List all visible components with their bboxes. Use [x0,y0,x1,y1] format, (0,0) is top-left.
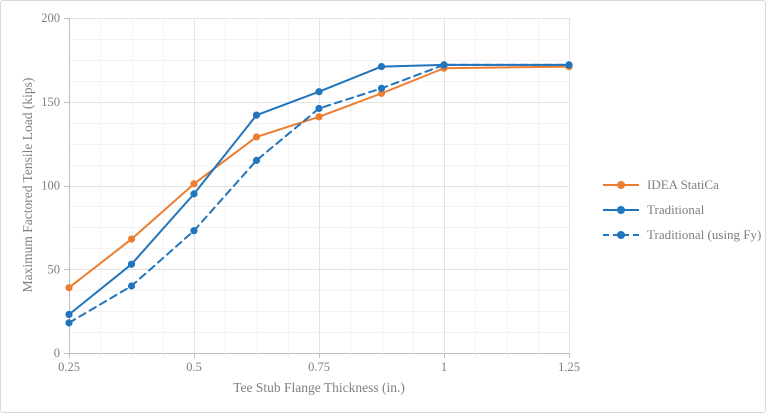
x-tick-label: 0.75 [308,360,330,374]
data-point-marker [315,104,323,113]
x-tick-label: 1.25 [558,360,580,374]
legend-item-idea-statica: IDEA StatiCa [602,172,761,197]
data-point-marker [127,235,136,243]
axes [64,18,570,358]
data-point-marker [252,156,261,164]
legend-item-traditional: Traditional [602,197,761,222]
data-point-marker [252,133,261,141]
data-point-marker [565,61,573,69]
data-point-marker [127,260,136,268]
data-point-marker [315,113,323,121]
x-axis-title: Tee Stub Flange Thickness (in.) [233,380,405,395]
legend-label: Traditional (using Fy) [647,226,762,242]
x-tick-label: 1 [441,360,447,374]
legend: IDEA StatiCa Traditional Traditional (usin… [602,172,761,247]
tick-labels: 0.25 0.5 0.75 1 1.25 0 50 100 150 200 [41,11,580,374]
legend-item-traditional-using-fy: Traditional (using Fy) [602,222,761,247]
data-point-marker [127,282,136,290]
data-point-marker [65,284,73,292]
y-axis-title: Maximum Factored Tensile Load (kips) [20,77,35,293]
data-point-marker [190,190,198,198]
data-point-marker [65,319,73,327]
data-point-marker [65,310,73,319]
data-point-marker [377,89,386,97]
legend-marker-icon [617,180,625,189]
data-point-marker [190,227,198,235]
y-tick-label: 50 [48,262,61,276]
data-point-marker [190,180,198,188]
x-tick-label: 0.5 [186,360,202,374]
y-tick-label: 100 [41,179,60,193]
legend-label: Traditional [647,201,705,217]
legend-marker-icon [617,205,625,214]
legend-label: IDEA StatiCa [647,176,719,192]
data-point-marker [377,62,386,71]
legend-line-sample [603,230,639,239]
y-tick-label: 0 [54,346,60,360]
legend-line-sample [603,180,639,189]
data-point-marker [315,88,323,96]
data-point-marker [252,111,261,119]
data-point-marker [440,61,448,69]
data-point-marker [377,84,386,92]
legend-marker-icon [617,230,625,239]
series-traditional-using-fy [65,61,573,327]
y-tick-label: 150 [41,95,60,109]
y-tick-label: 200 [41,11,60,25]
legend-line-sample [603,205,639,214]
x-tick-label: 0.25 [58,360,80,374]
